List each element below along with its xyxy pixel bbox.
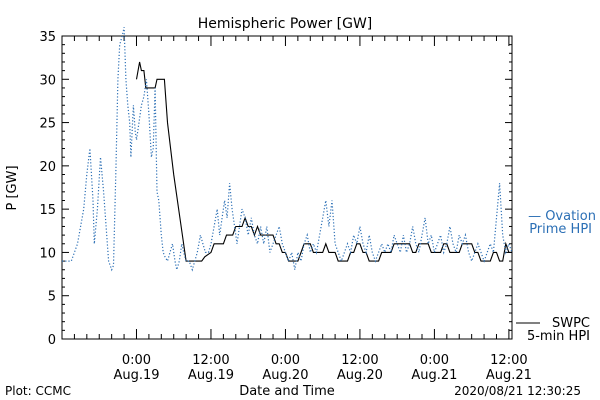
x-tick-time-label: 0:00	[122, 353, 151, 368]
y-tick-label: 15	[39, 203, 56, 218]
y-tick-label: 10	[39, 246, 56, 261]
x-tick-date-label: Aug.21	[411, 368, 457, 383]
x-tick-time-label: 0:00	[420, 353, 449, 368]
x-axis: 0:00Aug.1912:00Aug.190:00Aug.2012:00Aug.…	[61, 36, 532, 383]
y-tick-label: 30	[39, 73, 56, 88]
swpc-hpi-line	[135, 61, 512, 262]
y-axis-label: P [GW]	[5, 165, 20, 210]
x-tick-time-label: 12:00	[490, 353, 527, 368]
x-tick-time-label: 12:00	[341, 353, 378, 368]
y-tick-label: 25	[39, 117, 56, 132]
x-tick-date-label: Aug.20	[262, 368, 308, 383]
legend-ovation-label-line1: — Ovation	[528, 209, 596, 224]
y-tick-label: 35	[39, 30, 56, 45]
series-layer	[62, 27, 513, 272]
plot-area-frame	[61, 35, 513, 340]
y-tick-label: 20	[39, 160, 56, 175]
x-tick-date-label: Aug.21	[486, 368, 532, 383]
x-tick-time-label: 0:00	[271, 353, 300, 368]
x-tick-time-label: 12:00	[192, 353, 229, 368]
plot-timestamp: 2020/08/21 12:30:25	[454, 384, 581, 398]
chart-title: Hemispheric Power [GW]	[198, 16, 373, 32]
x-tick-date-label: Aug.20	[337, 368, 383, 383]
x-tick-date-label: Aug.19	[113, 368, 159, 383]
plot-credit: Plot: CCMC	[5, 384, 71, 398]
legend-swpc-label-line2: 5-min HPI	[527, 329, 590, 344]
y-axis: 0 5 10 15 20 25 30 35	[39, 30, 512, 348]
y-tick-label: 5	[48, 290, 56, 305]
x-axis-label: Date and Time	[239, 384, 335, 399]
legend-swpc-label-line1: SWPC	[552, 316, 590, 331]
ovation-prime-hpi-line	[62, 27, 513, 272]
legend-ovation-label-line2: Prime HPI	[529, 222, 592, 237]
y-tick-label: 0	[48, 333, 56, 348]
x-tick-date-label: Aug.19	[188, 368, 234, 383]
